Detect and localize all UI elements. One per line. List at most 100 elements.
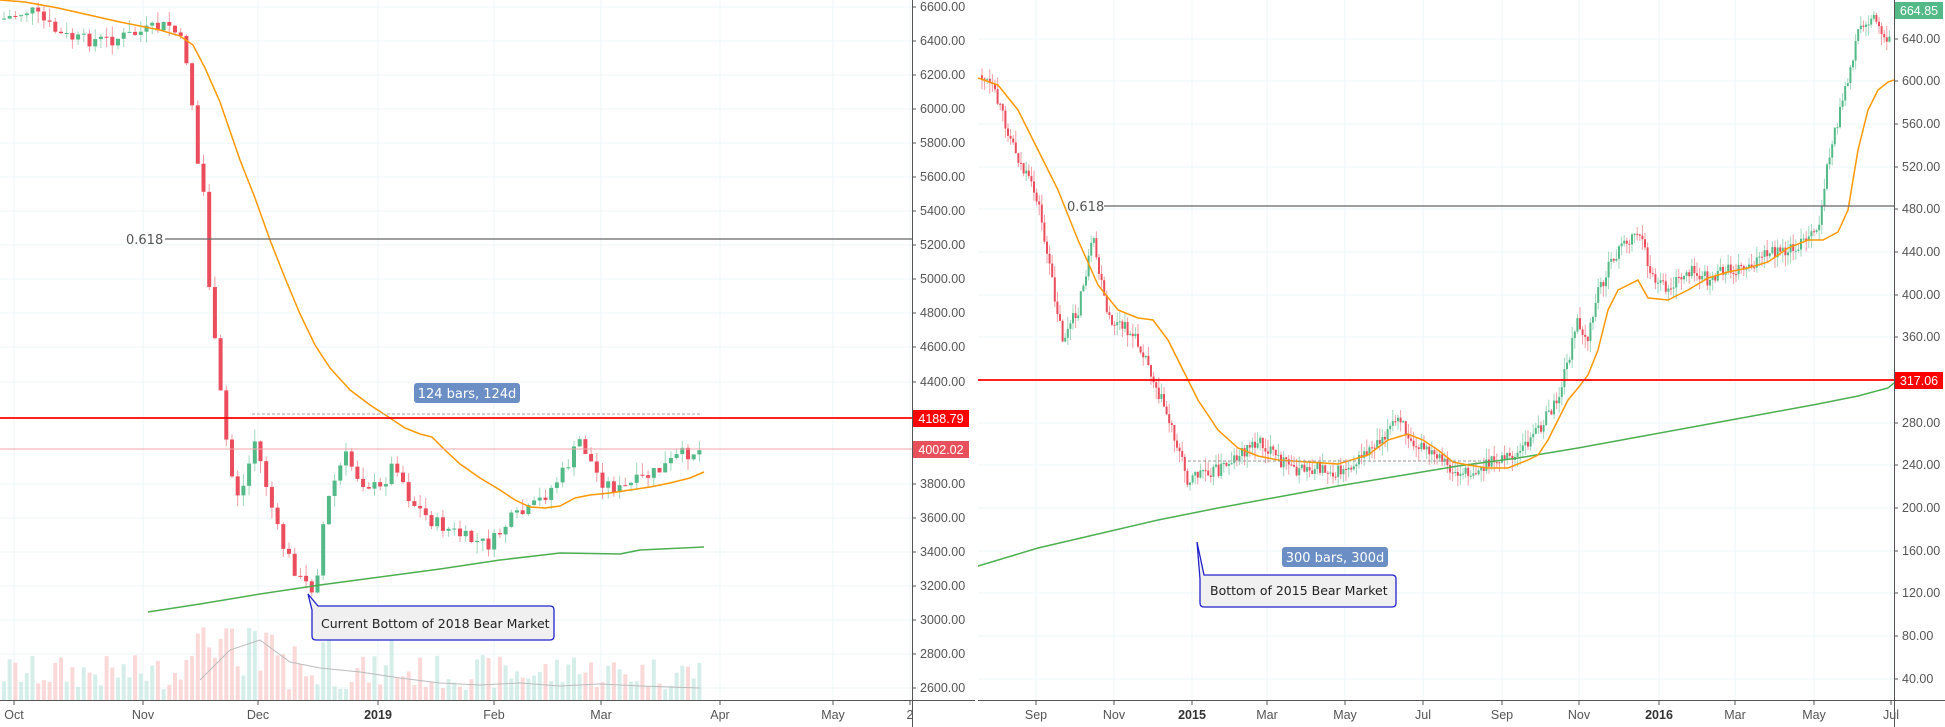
candle-body xyxy=(281,524,286,549)
candle-body xyxy=(1329,472,1332,474)
candle-body xyxy=(1163,394,1165,407)
candle-body xyxy=(1100,273,1103,281)
candle-body xyxy=(1784,247,1787,256)
candle-body xyxy=(1183,456,1186,471)
candle-body xyxy=(1246,445,1249,457)
candle-body xyxy=(435,517,440,527)
y-tick-label: 600.00 xyxy=(1902,74,1940,88)
candle-body xyxy=(600,472,605,488)
candle-body xyxy=(1337,465,1340,477)
candle-body xyxy=(1274,449,1277,456)
candle-body xyxy=(668,457,673,464)
volume-bar xyxy=(30,656,35,700)
candle-body xyxy=(1269,446,1272,454)
candle-body xyxy=(1264,448,1267,452)
volume-bar xyxy=(440,688,445,700)
volume-bar xyxy=(332,686,337,700)
candle-body xyxy=(1295,466,1298,476)
volume-bar xyxy=(509,678,514,700)
candle-body xyxy=(1046,241,1048,254)
candle-body xyxy=(315,575,320,593)
volume-bar xyxy=(235,666,240,700)
volume-bar xyxy=(401,676,405,700)
candle-body xyxy=(372,482,377,489)
volume-bar xyxy=(549,681,554,700)
chart-panel-right[interactable]: 0.618 300 bars, 300d Bottom of 2015 Bear… xyxy=(978,0,1945,727)
candle-body xyxy=(287,548,291,554)
candle-body xyxy=(1290,464,1293,466)
candle-body xyxy=(1688,272,1691,277)
candle-body xyxy=(994,83,996,90)
y-tick-label: 3200.00 xyxy=(920,579,965,593)
candle-body xyxy=(1225,463,1228,466)
y-tick-label: 280.00 xyxy=(1902,416,1940,430)
volume-ma-line xyxy=(199,639,701,689)
y-tick-label: 400.00 xyxy=(1902,288,1940,302)
candle-body xyxy=(1404,421,1407,434)
candle-body xyxy=(1230,463,1233,465)
candle-body xyxy=(1025,170,1028,174)
candle-body xyxy=(1683,275,1685,280)
candle-body xyxy=(1534,427,1537,434)
volume-bar xyxy=(258,670,263,700)
candle-body xyxy=(1137,333,1139,347)
candle-body xyxy=(1462,473,1464,475)
candle-body xyxy=(1641,235,1644,240)
candle-body xyxy=(1878,21,1880,27)
candle-body xyxy=(2,18,6,20)
candle-body xyxy=(1326,472,1329,474)
chart-canvas-left[interactable]: 0.618 124 bars, 124d Current Bottom of 2… xyxy=(0,0,975,727)
candle-body xyxy=(1319,461,1321,473)
candle-body xyxy=(1402,421,1405,423)
candle-body xyxy=(1524,441,1527,446)
candle-body xyxy=(1859,25,1862,30)
chart-canvas-right[interactable]: 0.618 300 bars, 300d Bottom of 2015 Bear… xyxy=(978,0,1945,727)
y-tick-label: 520.00 xyxy=(1902,160,1940,174)
candle-body xyxy=(1436,454,1438,459)
candlesticks xyxy=(2,2,702,597)
candle-body xyxy=(1735,274,1737,276)
candle-body xyxy=(332,480,337,496)
candle-body xyxy=(1321,465,1324,473)
x-tick-label: Mar xyxy=(1256,708,1278,722)
candle-body xyxy=(1441,454,1444,462)
candle-body xyxy=(1199,470,1202,478)
volume-bar xyxy=(47,681,52,700)
callout-2015-bottom[interactable]: Bottom of 2015 Bear Market xyxy=(1196,541,1397,608)
candle-body xyxy=(361,478,366,487)
volume-bar xyxy=(36,683,41,700)
candle-body xyxy=(1475,473,1477,475)
pane-divider[interactable] xyxy=(975,0,978,727)
candle-body xyxy=(1810,231,1813,237)
callout-2018-bottom[interactable]: Current Bottom of 2018 Bear Market xyxy=(307,593,555,641)
candle-body xyxy=(378,482,383,487)
volume-bar xyxy=(338,688,343,700)
chart-panel-left[interactable]: 0.618 124 bars, 124d Current Bottom of 2… xyxy=(0,0,975,727)
candle-body xyxy=(1376,440,1379,448)
candle-body xyxy=(1774,247,1776,258)
candle-body xyxy=(344,451,348,466)
candle-body xyxy=(1592,316,1594,323)
candle-body xyxy=(1095,238,1098,258)
y-tick-label: 3800.00 xyxy=(920,477,965,491)
candle-body xyxy=(1506,452,1509,460)
candle-body xyxy=(1345,469,1347,471)
candle-body xyxy=(81,33,86,35)
y-tick-label: 200.00 xyxy=(1902,501,1940,515)
candle-body xyxy=(389,463,394,485)
volume-bar xyxy=(207,647,212,700)
candle-body xyxy=(1043,222,1046,242)
volume-bar xyxy=(19,681,24,700)
volume-bar xyxy=(475,659,480,700)
candle-body xyxy=(1300,464,1303,469)
y-tick-label: 4400.00 xyxy=(920,375,965,389)
candle-body xyxy=(1368,447,1371,456)
candle-body xyxy=(543,497,548,500)
candle-body xyxy=(1007,128,1009,136)
x-tick-label: May xyxy=(1802,708,1826,722)
y-tick-label: 5000.00 xyxy=(920,272,965,286)
candle-body xyxy=(1844,86,1847,101)
candle-body xyxy=(1147,355,1150,366)
candle-body xyxy=(116,38,120,46)
candle-body xyxy=(1111,315,1113,325)
